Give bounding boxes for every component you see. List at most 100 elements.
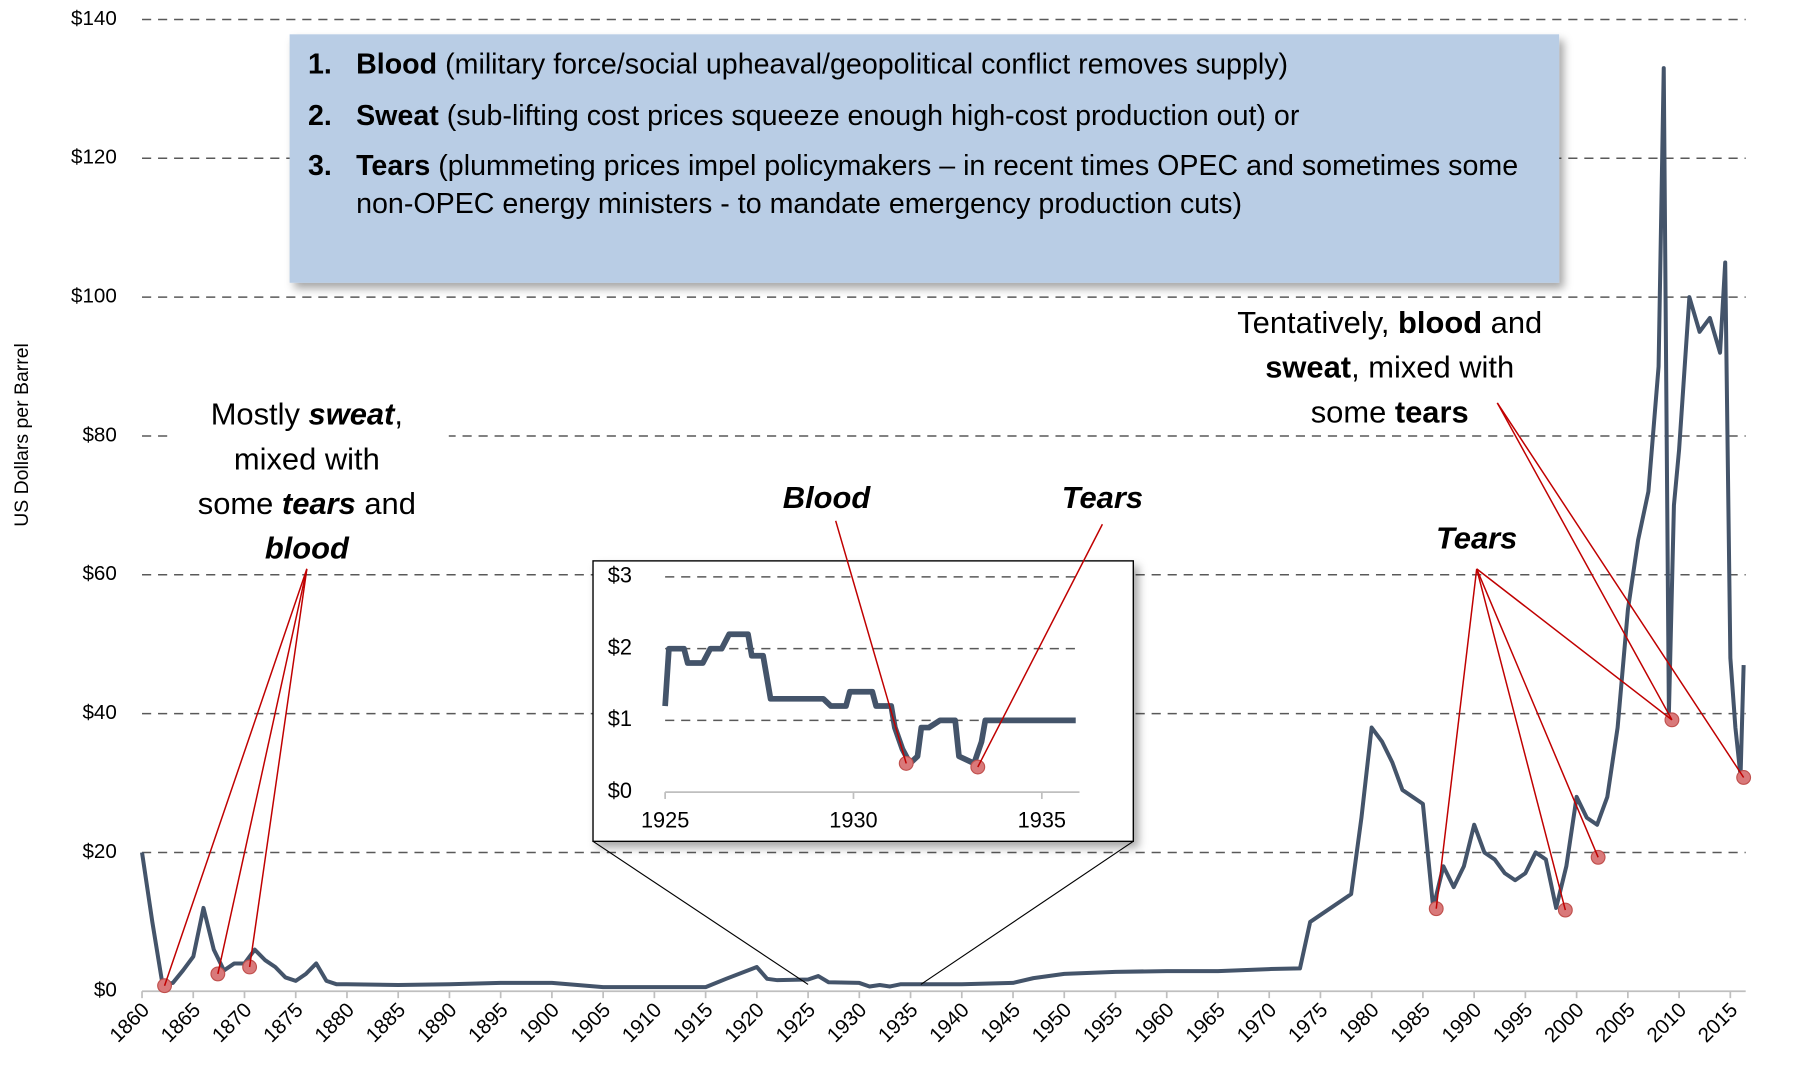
annotation-run: Blood: [783, 480, 872, 515]
text: (sub-lifting cost prices squeeze enough …: [438, 99, 1300, 132]
y-tick-label: $60: [82, 562, 116, 585]
annotation: Mostly sweat,: [211, 397, 403, 432]
list-item: 1. Blood (military force/social upheaval/…: [308, 46, 1541, 83]
annotation: some tears and: [198, 486, 416, 521]
y-tick-label: $80: [82, 423, 116, 446]
x-tick-label: 2015: [1694, 998, 1743, 1047]
y-axis-label: US Dollars per Barrel: [11, 343, 33, 527]
annotation-run: blood: [265, 531, 350, 566]
x-tick-label: 1985: [1386, 998, 1435, 1047]
annotation-run: tears: [1395, 395, 1469, 430]
annotation-run: some: [198, 486, 282, 521]
annotation-run: Mostly: [211, 397, 309, 432]
leader-line: [1476, 568, 1673, 721]
term: Tears: [356, 149, 431, 183]
x-tick-label: 1950: [1028, 998, 1077, 1047]
annotation: mixed with: [234, 441, 380, 476]
number: 1.: [307, 48, 332, 81]
y-tick-label: $0: [608, 778, 632, 803]
annotation-run: sweat: [309, 397, 397, 432]
annotation-run: Tears: [1062, 480, 1143, 515]
x-tick-label: 1925: [641, 808, 689, 833]
x-tick-label: 1965: [1181, 998, 1230, 1047]
annotation: sweat, mixed with: [1265, 350, 1514, 385]
x-tick-label: 1940: [925, 998, 974, 1047]
x-tick-label: 1905: [566, 998, 615, 1047]
annotation-run: ,: [394, 397, 403, 432]
leader-line: [977, 523, 1104, 768]
list-box: 1. Blood (military force/social upheaval/…: [289, 34, 1560, 283]
y-tick-label: $0: [94, 979, 117, 1002]
price-line: [662, 631, 1076, 767]
leader-line: [1475, 568, 1567, 911]
x-tick-label: 1875: [259, 998, 308, 1047]
x-tick-label: 1870: [208, 998, 257, 1047]
annotation: Tears: [1436, 520, 1517, 555]
x-tick-label: 1930: [829, 808, 877, 833]
x-tick-label: 1990: [1437, 998, 1486, 1047]
y-tick-label: $40: [82, 701, 116, 724]
y-tick-label: $3: [608, 563, 632, 588]
x-tick-label: 1920: [720, 998, 769, 1047]
leader-line: [163, 568, 308, 986]
x-tick-label: 1930: [823, 998, 872, 1047]
inset-background: [592, 560, 1134, 843]
item-body: Sweat (sub-lifting cost prices squeeze e…: [356, 97, 1299, 134]
leader-line: [248, 568, 308, 968]
x-tick-label: 2000: [1540, 998, 1589, 1047]
term: Sweat: [356, 99, 439, 132]
zoom-line: [920, 840, 1134, 985]
box: 1. Blood (military force/social upheaval/…: [289, 34, 1560, 283]
y-tick-label: $100: [71, 285, 117, 308]
annotation-run: some: [1311, 395, 1395, 430]
leader-line: [1496, 402, 1745, 778]
x-tick-label: 1865: [157, 998, 206, 1047]
y-tick-label: $120: [71, 146, 117, 169]
x-tick-label: 1895: [464, 998, 513, 1047]
number: 3.: [307, 149, 332, 183]
annotation-run: sweat: [1265, 350, 1351, 385]
annotation-run: blood: [1398, 305, 1482, 340]
leader-line: [217, 568, 308, 975]
annotation-run: , mixed with: [1351, 350, 1514, 385]
annotation-run: Tears: [1436, 520, 1517, 555]
annotation: blood: [265, 531, 350, 566]
annotation: Tentatively, blood and: [1237, 305, 1542, 340]
y-tick-label: $1: [608, 706, 632, 731]
x-tick-label: 1900: [515, 998, 564, 1047]
text: (military force/social upheaval/geopolit…: [437, 48, 1289, 81]
x-tick-label: 1995: [1489, 998, 1538, 1047]
x-tick-label: 1960: [1130, 998, 1179, 1047]
list-item: 2. Sweat (sub-lifting cost prices squeeze…: [308, 97, 1541, 134]
y-tick-label: $140: [71, 7, 117, 30]
annotation-run: and: [1482, 305, 1542, 340]
annotation-run: mixed with: [234, 441, 380, 476]
x-tick-label: 1980: [1335, 998, 1384, 1047]
text: (plummeting prices impel policymakers – …: [356, 149, 1527, 220]
annotation-run: tears: [282, 486, 356, 521]
x-tick-label: 1915: [669, 998, 718, 1047]
price-line: [140, 66, 1746, 990]
x-tick-label: 1945: [976, 998, 1025, 1047]
item-body: Blood (military force/social upheaval/ge…: [356, 46, 1288, 83]
leader-line: [1435, 568, 1478, 909]
y-tick-label: $20: [82, 840, 116, 863]
annotation-background: [171, 394, 449, 567]
annotation-run: and: [356, 486, 416, 521]
x-tick-label: 1880: [310, 998, 359, 1047]
annotation: Tears: [1062, 480, 1143, 515]
list-item: 3. Tears (plummeting prices impel policym…: [308, 148, 1541, 222]
annotation-run: Tentatively,: [1237, 305, 1398, 340]
x-tick-label: 1890: [413, 998, 462, 1047]
x-tick-label: 1885: [361, 998, 410, 1047]
x-tick-label: 2005: [1591, 998, 1640, 1047]
x-tick-label: 1970: [1232, 998, 1281, 1047]
x-tick-label: 1910: [618, 998, 667, 1047]
annotation-background: [1215, 304, 1566, 433]
term: Blood: [356, 48, 438, 81]
leader-line: [834, 520, 907, 764]
x-tick-label: 1925: [771, 998, 820, 1047]
x-tick-label: 1935: [1018, 808, 1066, 833]
x-tick-label: 1955: [1079, 998, 1128, 1047]
